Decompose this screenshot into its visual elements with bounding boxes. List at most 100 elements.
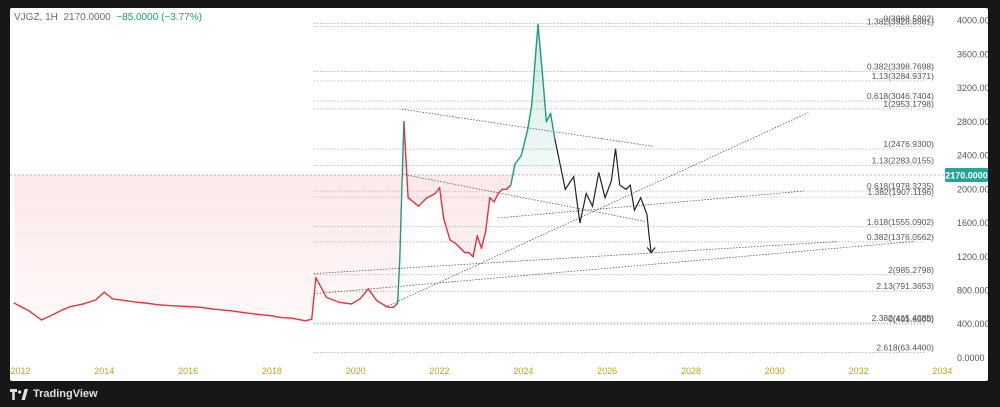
price-segment [103,291,114,300]
price-segment [438,186,445,220]
y-tick-label: 1600.0000 [957,218,988,228]
y-tick-label: 400.0000 [957,319,988,329]
trendline [313,241,838,274]
price-segment [95,291,105,301]
price-segment [137,301,147,304]
price-segment [505,184,512,190]
x-tick-label: 2032 [849,366,869,376]
projection-path [554,138,652,253]
current-price-badge [945,167,988,182]
projection-arrowhead [646,247,656,254]
x-tick-label: 2028 [681,366,701,376]
price-segment [541,70,548,123]
price-segment [449,239,458,245]
tradingview-logo-icon [10,388,28,400]
area-fill-group [14,24,555,321]
y-tick-label: 2400.0000 [957,151,988,161]
price-segment [531,49,537,106]
price-segment [241,311,256,315]
price-segment [338,301,353,305]
price-segment [311,277,317,320]
price-segment [304,318,313,322]
price-segment [472,234,478,258]
price-segment [459,247,466,254]
tradingview-logo[interactable]: TradingView [10,388,98,400]
trendline [313,241,914,295]
fib-label: 0.382(3398.7698) [867,61,934,71]
price-segment [254,313,273,317]
price-segment [407,197,420,207]
chart-panel[interactable]: 0(3968.5802) 1.382(3928.8561) 0.382(3398.7… [10,8,988,381]
x-tick-label: 2024 [513,366,533,376]
price-segment [111,298,126,302]
fib-label: 2(985.2798) [888,265,934,275]
fib-label: 1(2476.9300) [883,139,934,149]
x-tick-label: 2030 [765,366,785,376]
price-segment [489,197,495,203]
price-change: −85.0000 (−3.77%) [116,12,202,23]
price-segment [396,260,401,304]
time-axis[interactable]: 2012 2014 2016 2018 2020 2022 2024 2026 2028 2030… [10,366,952,376]
fib-label: 1.618(1555.0902) [867,217,934,227]
price-segment [229,310,244,314]
price-segment [476,234,483,250]
price-segment [493,192,499,203]
fib-levels-group: 0(3968.5802)1.382(3928.8561) 0.382(3398.7… [313,13,935,353]
price-segment [82,299,97,305]
price-segment [520,129,529,157]
fib-label: 1.13(3284.9371) [872,71,935,81]
price-segment [170,304,189,308]
price-segment [403,121,409,199]
y-tick-label: 3600.0000 [957,49,988,59]
price-segment [13,302,30,312]
symbol-info: VJGZ, 1H 2170.0000 −85.0000 (−3.77%) [14,12,202,23]
footer-bar: TradingView [0,381,1000,407]
price-segment [510,163,516,186]
price-segment [401,121,405,190]
bear-area [14,121,515,321]
symbol-label[interactable]: VJGZ, 1H [14,12,58,23]
price-segment [468,251,474,258]
fib-label: 2.618(63.4400) [876,343,934,353]
price-axis[interactable]: 0.0000 400.0000 800.0000 1200.0000 1600.0000… [945,16,988,363]
y-tick-label: 4000.0000 [957,16,988,26]
price-segment [514,154,522,165]
fib-label: 1(2953.1798) [883,99,934,109]
price-segment [484,197,491,233]
price-segment [359,288,370,300]
x-tick-label: 2012 [10,366,30,376]
fib-label: 0(401.6500) [888,314,934,324]
price-segment [367,288,378,302]
x-tick-label: 2016 [178,366,198,376]
fib-label: 0.618(3046.7404) [867,91,934,101]
fib-label: 2.13(791.3653) [876,281,934,291]
price-segment [535,24,539,51]
trendline [384,112,809,308]
trendline [498,190,805,219]
price-chart[interactable]: 0(3968.5802)1.382(3928.8561) 0.382(3398.7… [10,8,988,381]
price-segment [526,104,533,131]
x-tick-label: 2026 [597,366,617,376]
price-segment [537,24,543,72]
y-tick-label: 0.0000 [957,353,985,363]
fib-label: 1.382(1907.1196) [868,187,935,197]
price-segment [426,192,437,199]
price-segment [145,302,160,306]
tradingview-brand: TradingView [33,388,98,400]
price-segment [279,316,294,320]
price-segment [434,186,441,195]
current-price-badge-label: 2170.0000 [945,170,988,180]
price-segment [545,112,552,123]
trendline [401,173,645,222]
y-tick-label: 3200.0000 [957,83,988,93]
price-segment [417,197,428,207]
y-tick-label: 1200.0000 [957,252,988,262]
y-tick-label: 800.0000 [957,285,988,295]
price-segment [158,304,173,307]
fib-label: 1.382(3928.8561) [867,17,934,27]
price-segment [384,304,390,309]
x-tick-label: 2022 [430,366,450,376]
price-segment [375,299,386,307]
price-segment [480,230,487,250]
price-segment [40,313,55,321]
